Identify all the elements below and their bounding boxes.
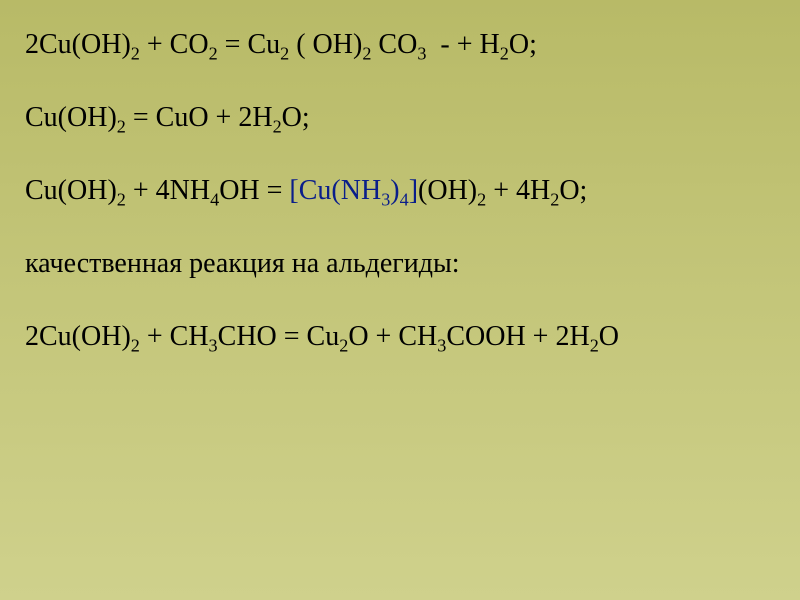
eq4-lhs2: CHO = Cu — [218, 321, 340, 352]
eq2-lhs1: Cu(OH) — [25, 102, 117, 133]
eq4-plus-sub: 3 — [209, 336, 218, 356]
eq4-plus: + CH — [140, 321, 209, 352]
eq1-rhs1c: CO — [371, 29, 417, 60]
eq1-rhs1b: ( OH) — [289, 29, 362, 60]
eq1-lhs1-sub: 2 — [131, 44, 140, 64]
eq2-rhs1-sub: 2 — [273, 116, 282, 136]
eq4-rhs2: COOH + 2H — [446, 321, 589, 352]
eq4-rhs3: O — [599, 321, 619, 352]
eq4-lhs1: Cu(OH) — [39, 321, 131, 352]
equation-3: Cu(OH)2 + 4NH4OH = [Cu(NH3)4](OH)2 + 4H2… — [25, 176, 775, 207]
eq3-plus-sub: 4 — [210, 189, 219, 209]
eq2-rhs1: CuO + 2H — [156, 102, 273, 133]
eq1-tail-sub: 2 — [500, 44, 509, 64]
eq4-lhs1-sub: 2 — [131, 336, 140, 356]
equation-4: 2Cu(OH)2 + CH3CHO = Cu2O + CH3COOH + 2H2… — [25, 322, 775, 353]
eq3-complex-b-sub: 4 — [400, 189, 409, 209]
eq1-lhs2-sub: 2 — [209, 44, 218, 64]
eq3-rhs1: (OH) — [418, 175, 477, 206]
eq3-rhs2-sub: 2 — [550, 189, 559, 209]
eq1-lhs2: CO — [170, 29, 209, 60]
eq3-lhs1: Cu(OH) — [25, 175, 117, 206]
eq4-rhs2-sub: 2 — [590, 336, 599, 356]
eq3-complex: [Cu(NH3)4] — [289, 175, 418, 206]
eq3-lhs1-sub: 2 — [117, 189, 126, 209]
eq1-tail2: O; — [509, 29, 537, 60]
eq4-rhs1-sub: 3 — [437, 336, 446, 356]
eq4-rhs1: O + CH — [348, 321, 437, 352]
eq3-plus: + 4NH — [126, 175, 210, 206]
eq3-complex-c: ] — [409, 175, 418, 206]
eq3-complex-a-sub: 3 — [381, 189, 390, 209]
caption-aldehydes: качественная реакция на альдегиды: — [25, 248, 775, 280]
eq1-coef: 2 — [25, 29, 39, 60]
eq2-eq: = — [126, 102, 156, 133]
eq1-rhs1: Cu — [247, 29, 280, 60]
eq4-coef: 2 — [25, 321, 39, 352]
equations-block: 2Cu(OH)2 + CO2 = Cu2 ( OH)2 CO3 - + H2O;… — [0, 0, 800, 353]
eq3-rhs1-sub: 2 — [477, 189, 486, 209]
eq3-complex-b: ) — [390, 175, 399, 206]
equation-2: Cu(OH)2 = CuO + 2H2O; — [25, 103, 775, 134]
eq1-plus1: + — [140, 29, 170, 60]
eq4-lhs2-sub: 2 — [339, 336, 348, 356]
eq1-lhs1: Cu(OH) — [39, 29, 131, 60]
eq3-lhs2: OH = — [219, 175, 289, 206]
eq1-tail: - + H — [440, 29, 499, 60]
eq2-lhs1-sub: 2 — [117, 116, 126, 136]
eq2-rhs2: O; — [282, 102, 310, 133]
equation-1: 2Cu(OH)2 + CO2 = Cu2 ( OH)2 CO3 - + H2O; — [25, 30, 775, 61]
eq1-rhs1-sub: 2 — [280, 44, 289, 64]
eq3-complex-a: [Cu(NH — [289, 175, 381, 206]
eq1-rhs1c-sub: 3 — [417, 44, 426, 64]
eq3-rhs2: + 4H — [486, 175, 550, 206]
eq1-eq: = — [218, 29, 248, 60]
eq3-rhs3: O; — [559, 175, 587, 206]
